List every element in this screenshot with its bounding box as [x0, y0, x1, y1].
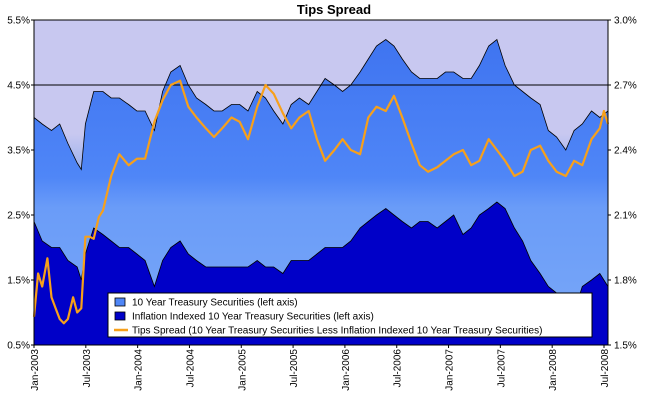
- x-tick-label: Jan-2004: [134, 349, 145, 391]
- y-left-tick-label: 4.5%: [7, 81, 30, 92]
- legend-entry: Tips Spread (10 Year Treasury Securities…: [132, 326, 542, 337]
- y-left-tick-label: 5.5%: [7, 16, 30, 27]
- series-line-tips-spread: [32, 79, 610, 325]
- y-left-tick-label: 0.5%: [7, 341, 30, 352]
- y-right-tick-label: 2.1%: [614, 211, 637, 222]
- y-left-tick-label: 2.5%: [7, 211, 30, 222]
- x-tick-label: Jul-2006: [393, 349, 404, 388]
- x-tick-label: Jul-2003: [82, 349, 93, 388]
- y-right-tick-label: 1.5%: [614, 341, 637, 352]
- legend-swatch: [114, 297, 126, 307]
- plot-frame: [33, 19, 609, 346]
- x-tick-label: Jul-2007: [496, 349, 507, 388]
- x-tick-label: Jan-2003: [30, 349, 41, 391]
- y-left-tick-label: 3.5%: [7, 146, 30, 157]
- legend-entry: 10 Year Treasury Securities (left axis): [132, 298, 298, 309]
- y-right-tick-label: 3.0%: [614, 16, 637, 27]
- legend-entry: Inflation Indexed 10 Year Treasury Secur…: [132, 312, 374, 323]
- x-tick-label: Jan-2008: [548, 349, 559, 391]
- legend-box: [107, 292, 593, 338]
- x-tick-label: Jul-2004: [185, 349, 196, 388]
- y-right-tick-label: 2.7%: [614, 81, 637, 92]
- x-tick-label: Jul-2005: [289, 349, 300, 388]
- chart-title: Tips Spread: [297, 2, 371, 17]
- legend-swatch: [114, 311, 126, 321]
- x-tick-label: Jul-2008: [600, 349, 611, 388]
- x-tick-label: Jan-2005: [237, 349, 248, 391]
- y-right-tick-label: 2.4%: [614, 146, 637, 157]
- x-tick-label: Jan-2006: [341, 349, 352, 391]
- x-tick-label: Jan-2007: [445, 349, 456, 391]
- y-right-tick-label: 1.8%: [614, 276, 637, 287]
- y-left-tick-label: 1.5%: [7, 276, 30, 287]
